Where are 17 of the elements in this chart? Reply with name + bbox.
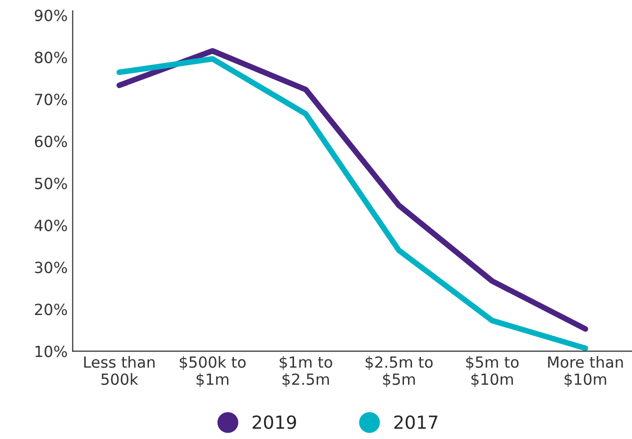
y-tick-label: 10% [36, 346, 67, 358]
x-tick-label: More than $10m [548, 356, 623, 388]
y-tick-label: 20% [34, 304, 67, 316]
y-tick-label: 60% [34, 136, 67, 148]
y-tick-label: 80% [34, 52, 67, 64]
legend-label: 2017 [394, 415, 438, 430]
y-tick-label: 90% [34, 10, 67, 22]
x-tick-label: Less than 500k [84, 356, 155, 385]
x-tick-label: $500k to $1m [180, 356, 246, 388]
y-tick-label: 70% [35, 94, 67, 106]
y-tick-label: 50% [35, 178, 67, 190]
y-tick-label: 30% [35, 262, 67, 274]
x-tick-label: $5m to $10m [466, 356, 519, 388]
x-tick-label: $1m to $2.5m [280, 356, 332, 388]
y-tick-label: 40% [34, 220, 67, 232]
legend-label: 2019 [252, 415, 296, 430]
x-tick-label: $2.5m to $5m [366, 356, 433, 388]
